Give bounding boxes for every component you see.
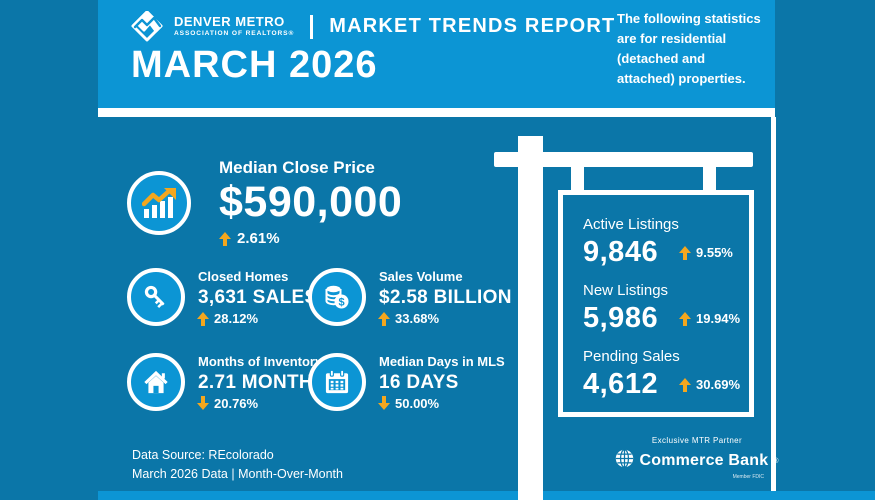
stat-value: 9,846 [583, 236, 659, 268]
sales-volume-stat: $ Sales Volume $2.58 BILLION 33.68% [308, 268, 512, 326]
stat-change-value: 50.00% [395, 395, 440, 411]
brand-name: DENVER METRO [174, 14, 285, 30]
sign-crossbar [494, 152, 753, 167]
months-of-inventory-stat: Months of Inventory 2.71 MONTHS 20.76% [127, 353, 326, 411]
partner-disclaimer: Member FDIC [732, 474, 764, 480]
listings-sign-board: Active Listings 9,846 9.55% New Listings… [558, 190, 754, 417]
stat-change-value: 33.68% [395, 310, 440, 326]
stat-change: 19.94% [680, 311, 740, 326]
page-title: MARCH 2026 [131, 44, 378, 86]
dmar-logo-icon [130, 11, 164, 42]
trend-arrow-icon [680, 378, 690, 391]
partner-lockup: Exclusive MTR Partner Commerce Bank ® Me… [612, 436, 782, 480]
trend-arrow-icon [379, 312, 389, 325]
trend-arrow-icon [198, 312, 208, 325]
brand-lockup: DENVER METRO ASSOCIATION OF REALTORS® MA… [130, 11, 615, 42]
stat-change: 33.68% [379, 311, 512, 326]
brand-subtitle: ASSOCIATION OF REALTORS® [174, 30, 295, 38]
stat-label: Median Days in MLS [379, 353, 505, 369]
stat-label: Months of Inventory [198, 353, 323, 369]
house-icon [127, 353, 185, 411]
stat-value: $2.58 BILLION [379, 286, 512, 308]
stat-value: 16 DAYS [379, 371, 459, 393]
footer-band [98, 491, 875, 500]
stat-value: 2.71 MONTHS [198, 371, 326, 393]
partner-tagline: Exclusive MTR Partner [651, 436, 743, 445]
stat-value: $590,000 [219, 178, 403, 226]
brand-text: DENVER METRO ASSOCIATION OF REALTORS® [174, 15, 294, 38]
stat-change-value: 2.61% [237, 230, 280, 248]
median-days-in-mls-text: Median Days in MLS 16 DAYS 50.00% [379, 354, 505, 411]
stat-change-value: 19.94% [696, 311, 741, 326]
median-close-price-stat: Median Close Price $590,000 2.61% [127, 158, 402, 247]
header-divider [98, 108, 775, 117]
months-of-inventory-text: Months of Inventory 2.71 MONTHS 20.76% [198, 354, 326, 411]
trend-arrow-icon [680, 246, 690, 259]
stat-change-value: 30.69% [696, 377, 741, 392]
stat-value: 4,612 [583, 368, 659, 400]
data-source-line: March 2026 Data | Month-Over-Month [132, 467, 343, 481]
stat-label: Pending Sales [583, 348, 680, 365]
sales-volume-text: Sales Volume $2.58 BILLION 33.68% [379, 269, 512, 326]
pending-sales-stat: Pending Sales 4,612 30.69% [583, 348, 749, 401]
partner-name: Commerce Bank [639, 452, 769, 469]
median-close-price-text: Median Close Price $590,000 2.61% [219, 158, 402, 247]
right-border-line [771, 117, 776, 491]
trend-arrow-icon [219, 232, 231, 246]
stat-change-value: 28.12% [214, 310, 259, 326]
header-note-line: attached) properties. [617, 71, 746, 86]
trend-arrow-icon [680, 312, 690, 325]
calendar-icon [308, 353, 366, 411]
header-note: The following statistics are for residen… [617, 9, 761, 89]
stat-change: 9.55% [680, 245, 733, 260]
report-title: MARKET TRENDS REPORT [329, 15, 616, 37]
stat-value: 3,631 SALES [198, 286, 318, 308]
sign-post [518, 136, 543, 500]
commerce-bank-logo: Commerce Bank ® [615, 449, 779, 473]
registered-mark: ® [773, 457, 779, 465]
stat-label: Median Close Price [219, 158, 375, 177]
sign-hanger [703, 165, 716, 193]
coins-icon: $ [308, 268, 366, 326]
data-source-note: Data Source: REcolorado March 2026 Data … [132, 446, 343, 484]
svg-text:$: $ [338, 296, 344, 308]
key-icon [127, 268, 185, 326]
stat-change: 28.12% [198, 311, 317, 326]
stat-change-value: 9.55% [696, 245, 733, 260]
header-band [98, 0, 775, 108]
globe-icon [615, 449, 634, 473]
header-note-line: The following statistics [617, 11, 761, 26]
sign-hanger [571, 165, 584, 193]
stat-change: 20.76% [198, 396, 326, 411]
stat-label: New Listings [583, 282, 669, 299]
stat-change-value: 20.76% [214, 395, 259, 411]
stat-label: Closed Homes [198, 268, 289, 284]
trend-arrow-icon [198, 397, 208, 410]
stat-value: 5,986 [583, 302, 659, 334]
data-source-line: Data Source: REcolorado [132, 448, 274, 462]
chart-growth-icon [127, 170, 191, 235]
stat-change: 30.69% [680, 377, 740, 392]
brand-divider [310, 14, 314, 39]
active-listings-stat: Active Listings 9,846 9.55% [583, 216, 749, 269]
stat-label: Active Listings [583, 216, 679, 233]
header-note-line: are for residential [617, 31, 727, 46]
stat-label: Sales Volume [379, 268, 463, 284]
trend-arrow-icon [379, 397, 389, 410]
header-note-line: (detached and [617, 51, 706, 66]
stat-change: 50.00% [379, 396, 505, 411]
closed-homes-text: Closed Homes 3,631 SALES 28.12% [198, 269, 317, 326]
stat-change: 2.61% [219, 230, 402, 247]
new-listings-stat: New Listings 5,986 19.94% [583, 282, 749, 335]
closed-homes-stat: Closed Homes 3,631 SALES 28.12% [127, 268, 317, 326]
median-days-in-mls-stat: Median Days in MLS 16 DAYS 50.00% [308, 353, 505, 411]
